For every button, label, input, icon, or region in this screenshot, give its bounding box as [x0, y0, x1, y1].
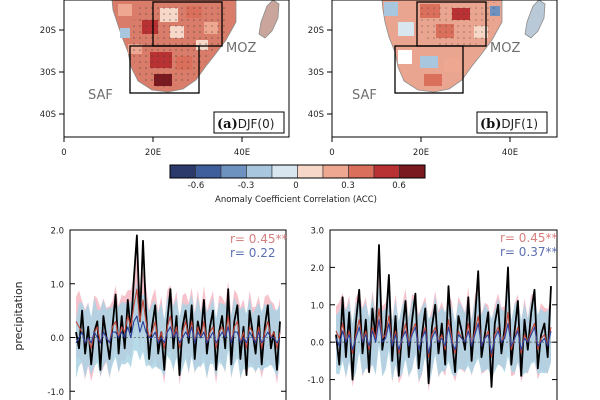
corr-blue-left: r= 0.22	[230, 246, 276, 260]
panel-tag-b-season: DJF(1)	[501, 117, 538, 131]
colorbar-swatch	[169, 164, 196, 179]
series-lines-right	[330, 244, 557, 388]
map-panel-b: MOZ SAF (b)DJF(1) 20S 30S 40S 0 20E 40E	[308, 0, 558, 158]
y-tick-label: 0.0	[310, 339, 324, 349]
colorbar-swatch	[271, 164, 298, 179]
panel-tag-box-a	[213, 111, 285, 134]
colorbar-tick-minus-0.6: -0.6	[188, 181, 205, 191]
map-b-xtick-40e: 40E	[502, 148, 518, 158]
y-axis-label-left: precipitation	[12, 281, 25, 350]
panel-tag-b-letter: (b)	[480, 117, 501, 132]
series-line-blue	[75, 315, 281, 344]
panel-tag-a: (a)DJF(0)	[217, 117, 274, 132]
significance-stippling-a	[130, 6, 228, 88]
map-a-xtick-20e: 20E	[145, 148, 161, 158]
map-a-ytick-30s: 30S	[40, 68, 56, 78]
region-label-moz-b: MOZ	[490, 41, 520, 56]
colorbar-swatches	[169, 164, 426, 179]
panel-tag-a-season: DJF(0)	[238, 117, 275, 131]
map-b-xtick-20e: 20E	[413, 148, 429, 158]
colorbar-swatch	[220, 164, 247, 179]
series-line-black	[75, 234, 281, 376]
y-tick-label: -1.0	[47, 388, 64, 398]
y-ticks-right: -1.0 0.0 1.0 2.0 3.0	[307, 227, 557, 386]
corr-red-right-value: r= 0.45	[500, 231, 546, 245]
corr-red-right-stars: **	[546, 231, 558, 245]
y-tick-label: 1.0	[310, 301, 324, 311]
panel-tag-box-b	[476, 111, 548, 134]
colorbar-tick-0.6: 0.6	[392, 181, 406, 191]
y-tick-label: 3.0	[310, 227, 324, 237]
map-a-axis-ticks	[59, 29, 243, 142]
corr-blue-right: r= 0.37**	[500, 245, 558, 259]
corr-blue-right-stars: **	[546, 245, 558, 259]
madagascar-landmass	[524, 0, 546, 39]
map-panel-a: MOZ SAF (a)DJF(0) 20S 30S 40S 0 20E 40E	[40, 0, 290, 158]
colorbar-swatch	[399, 164, 426, 179]
colorbar-swatch	[373, 164, 400, 179]
map-a-ytick-40s: 40S	[40, 110, 56, 120]
significance-stippling-b	[418, 2, 496, 48]
map-b-xtick-0: 0	[329, 148, 334, 158]
y-tick-label: 2.0	[50, 227, 64, 237]
corr-red-left-stars: **	[276, 232, 288, 246]
series-line-blue	[335, 319, 552, 354]
saf-region-box-b	[394, 45, 464, 94]
colorbar-swatch	[297, 164, 324, 179]
map-a-ytick-20s: 20S	[40, 26, 56, 36]
madagascar-landmass	[258, 0, 280, 39]
map-a-xtick-0: 0	[61, 148, 66, 158]
corr-red-left-value: r= 0.45	[230, 232, 276, 246]
saf-region-box-a	[129, 45, 200, 94]
map-b-axis-ticks	[327, 29, 511, 142]
panel-tag-a-letter: (a)	[217, 117, 238, 132]
region-label-saf-b: SAF	[352, 88, 377, 103]
corr-red-left: r= 0.45**	[230, 232, 288, 246]
colorbar-swatch	[195, 164, 222, 179]
colorbar-frame	[169, 164, 426, 179]
map-b-ytick-40s: 40S	[308, 110, 324, 120]
y-tick-label: 1.0	[50, 280, 64, 290]
map-a-xtick-40e: 40E	[234, 148, 250, 158]
y-tick-label: 2.0	[310, 264, 324, 274]
timeseries-frame-left	[69, 229, 287, 400]
region-label-moz-a: MOZ	[226, 41, 256, 56]
colorbar-swatch	[348, 164, 375, 179]
colorbar: -0.6 -0.3 0 0.3 0.6 Anomaly Coefficient …	[169, 164, 426, 205]
map-b-frame	[331, 0, 558, 138]
colorbar-label: Anomaly Coefficient Correlation (ACC)	[215, 195, 377, 205]
colorbar-tick-0.3: 0.3	[341, 181, 355, 191]
corr-blue-right-value: r= 0.37	[500, 245, 546, 259]
corr-blue-left-value: r= 0.22	[230, 246, 276, 260]
y-tick-label: 0.0	[50, 334, 64, 344]
series-lines-left	[70, 234, 286, 376]
colorbar-swatch	[246, 164, 273, 179]
y-ticks-left: -1.0 0.0 1.0 2.0	[47, 227, 286, 398]
timeseries-panel-right: -1.0 0.0 1.0 2.0 3.0 r= 0.45** r= 0.37**	[307, 227, 558, 400]
corr-red-right: r= 0.45**	[500, 231, 558, 245]
colorbar-tick-zero: 0	[293, 181, 298, 191]
map-b-ytick-20s: 20S	[308, 26, 324, 36]
region-label-saf-a: SAF	[88, 88, 113, 103]
y-tick-label: -1.0	[307, 376, 324, 386]
timeseries-panel-left: -1.0 0.0 1.0 2.0 precipitation r= 0.45** r=…	[12, 227, 288, 400]
colorbar-swatch	[322, 164, 349, 179]
map-b-ytick-30s: 30S	[308, 68, 324, 78]
panel-tag-b: (b)DJF(1)	[480, 117, 538, 132]
timeseries-frame-right	[329, 229, 558, 400]
map-a-frame	[63, 0, 290, 138]
colorbar-tick-minus-0.3: -0.3	[238, 181, 255, 191]
